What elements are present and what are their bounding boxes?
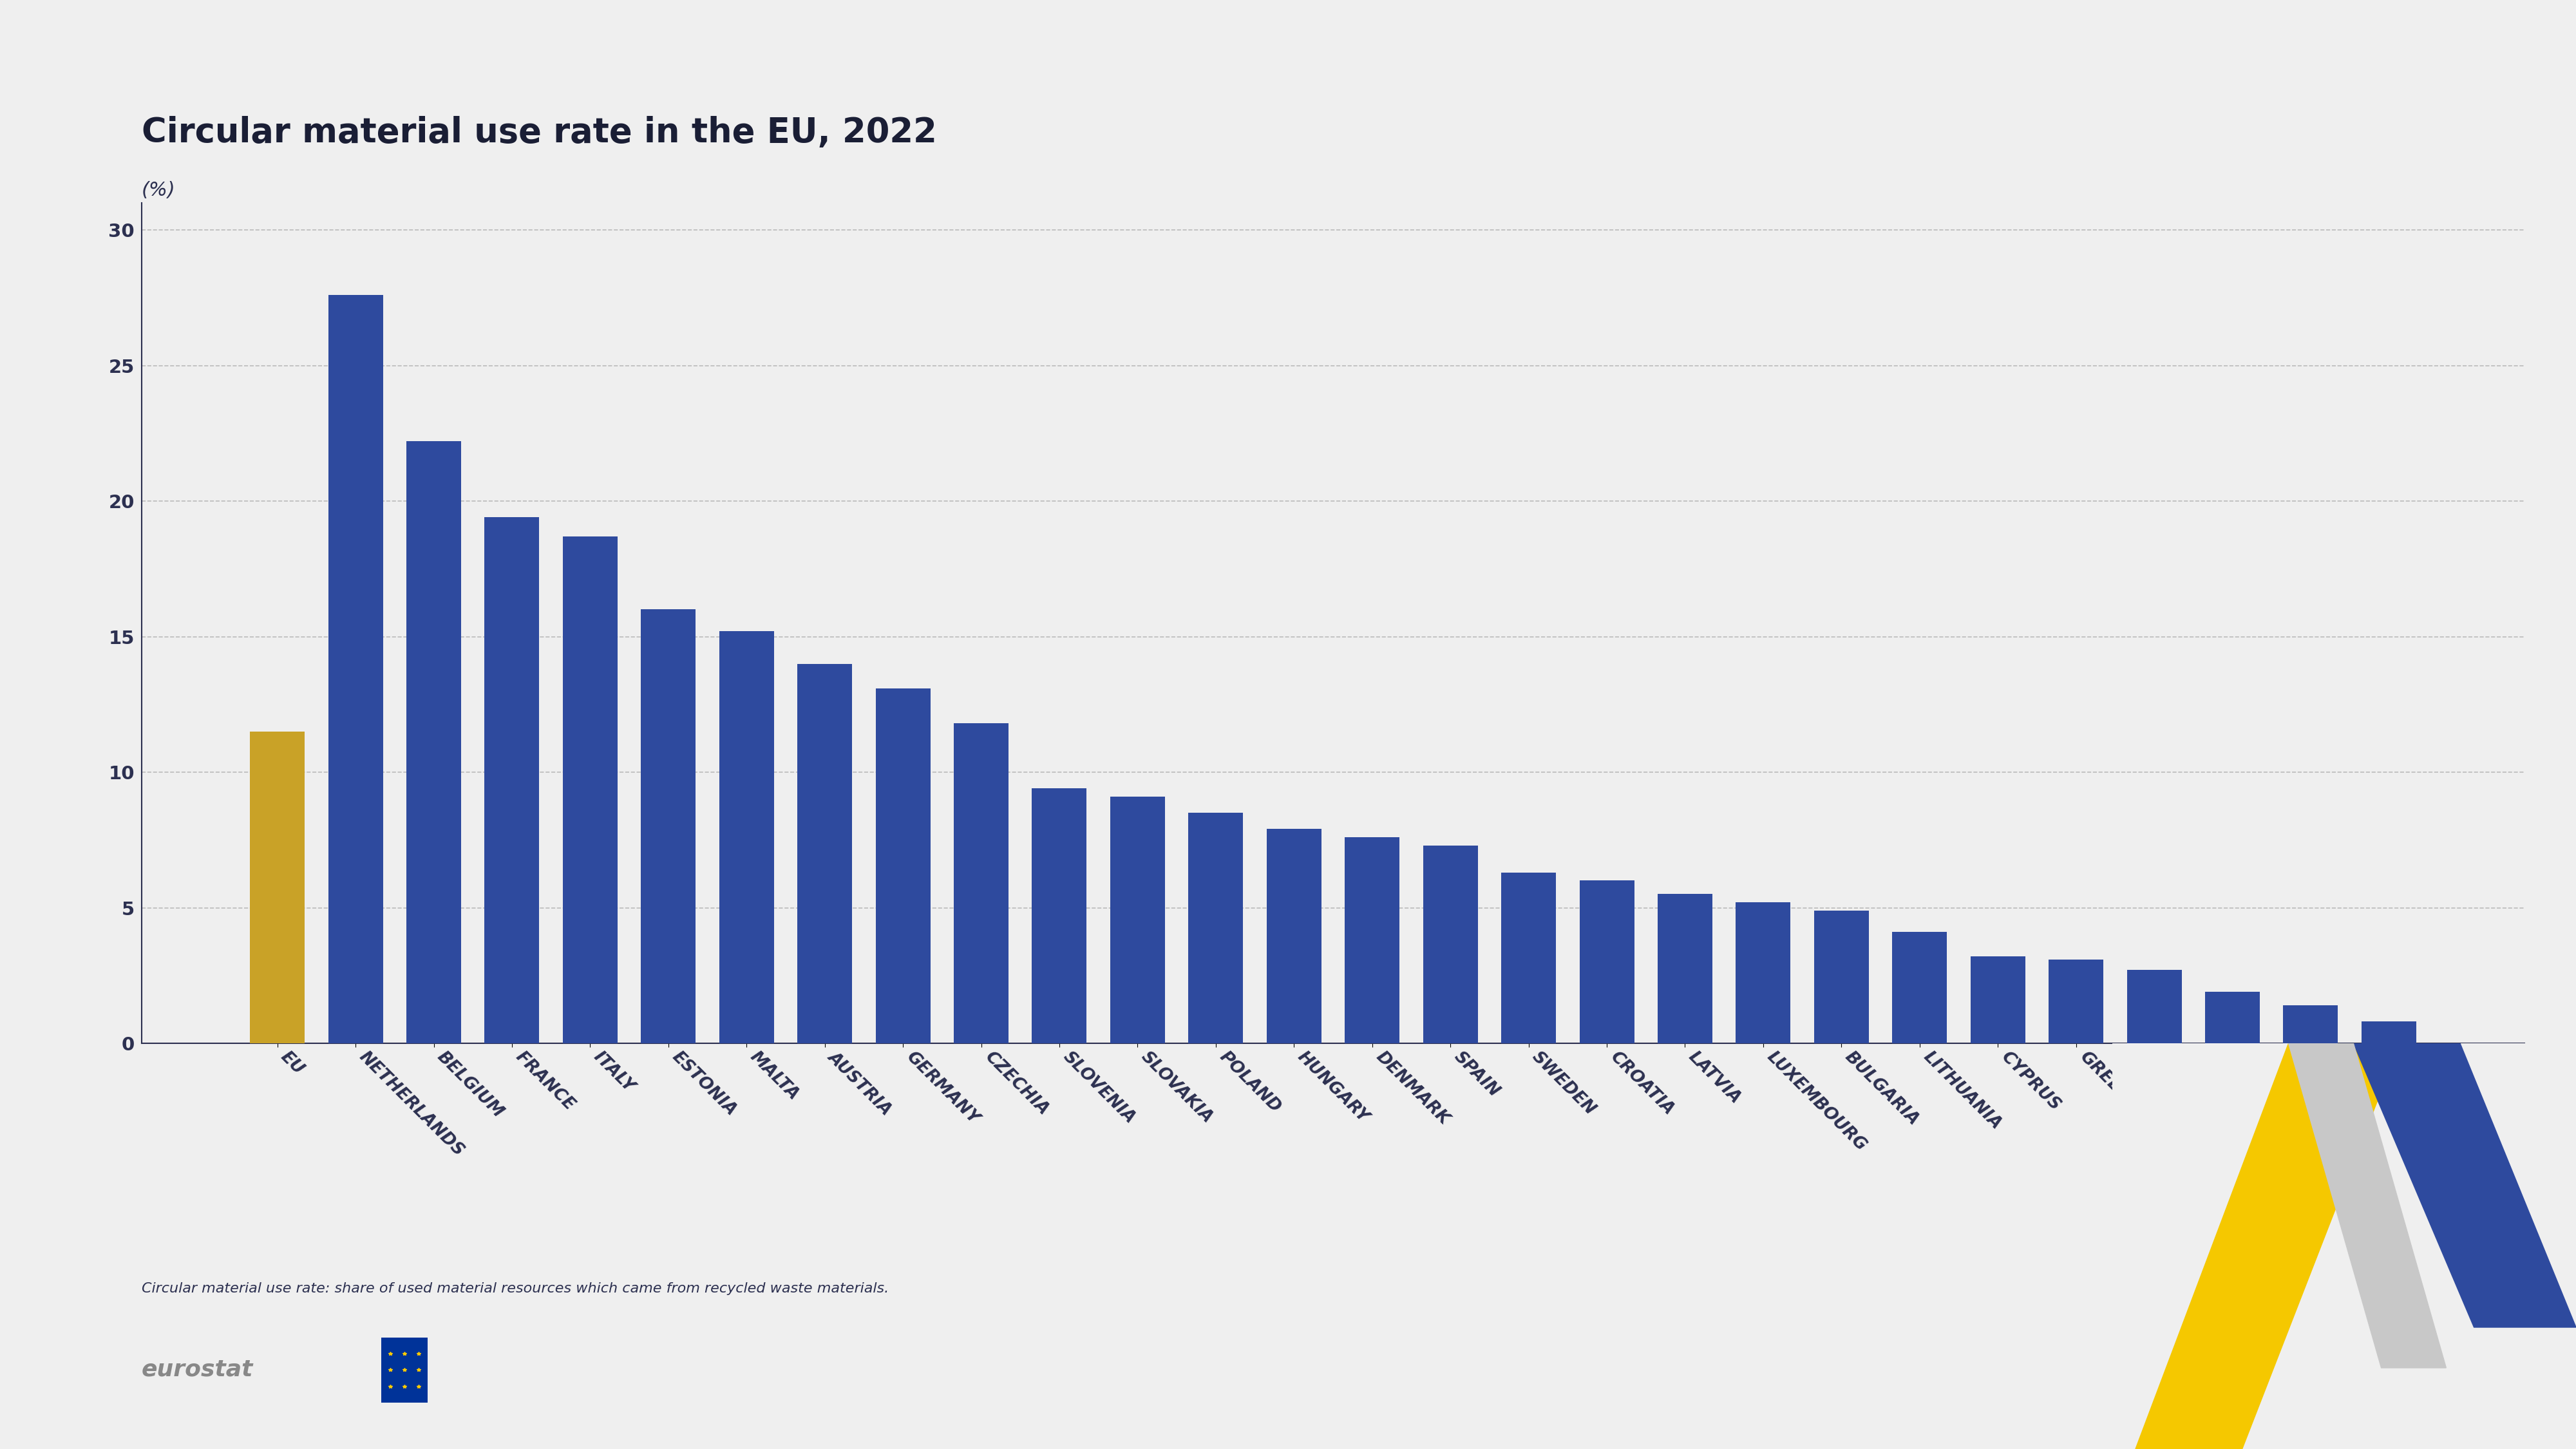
Text: Circular material use rate in the EU, 2022: Circular material use rate in the EU, 20… xyxy=(142,116,938,149)
Bar xyxy=(1033,788,1087,1043)
Bar xyxy=(2362,1022,2416,1043)
Bar xyxy=(1736,903,1790,1043)
Bar xyxy=(2282,1006,2339,1043)
Bar xyxy=(1267,829,1321,1043)
Bar xyxy=(484,517,538,1043)
Text: (%): (%) xyxy=(142,181,175,200)
Polygon shape xyxy=(2136,1043,2401,1449)
Bar xyxy=(1422,845,1479,1043)
Bar xyxy=(876,688,930,1043)
Bar xyxy=(327,296,384,1043)
Bar xyxy=(562,536,618,1043)
Bar xyxy=(1579,881,1633,1043)
Bar xyxy=(1893,932,1947,1043)
Bar xyxy=(1188,813,1244,1043)
Polygon shape xyxy=(2354,1043,2576,1327)
Bar xyxy=(1814,910,1868,1043)
Text: eurostat: eurostat xyxy=(142,1358,252,1381)
Bar xyxy=(2205,991,2259,1043)
Polygon shape xyxy=(2287,1043,2447,1368)
Bar xyxy=(2048,959,2105,1043)
Bar xyxy=(250,732,304,1043)
Bar xyxy=(1345,838,1399,1043)
Bar xyxy=(719,632,773,1043)
Text: Circular material use rate: share of used material resources which came from rec: Circular material use rate: share of use… xyxy=(142,1282,889,1295)
Bar xyxy=(641,610,696,1043)
Bar xyxy=(2128,969,2182,1043)
Bar xyxy=(953,723,1010,1043)
Bar xyxy=(1110,797,1164,1043)
Bar xyxy=(1971,956,2025,1043)
Bar xyxy=(407,442,461,1043)
Bar xyxy=(799,664,853,1043)
Bar xyxy=(1656,894,1713,1043)
Bar xyxy=(1502,872,1556,1043)
